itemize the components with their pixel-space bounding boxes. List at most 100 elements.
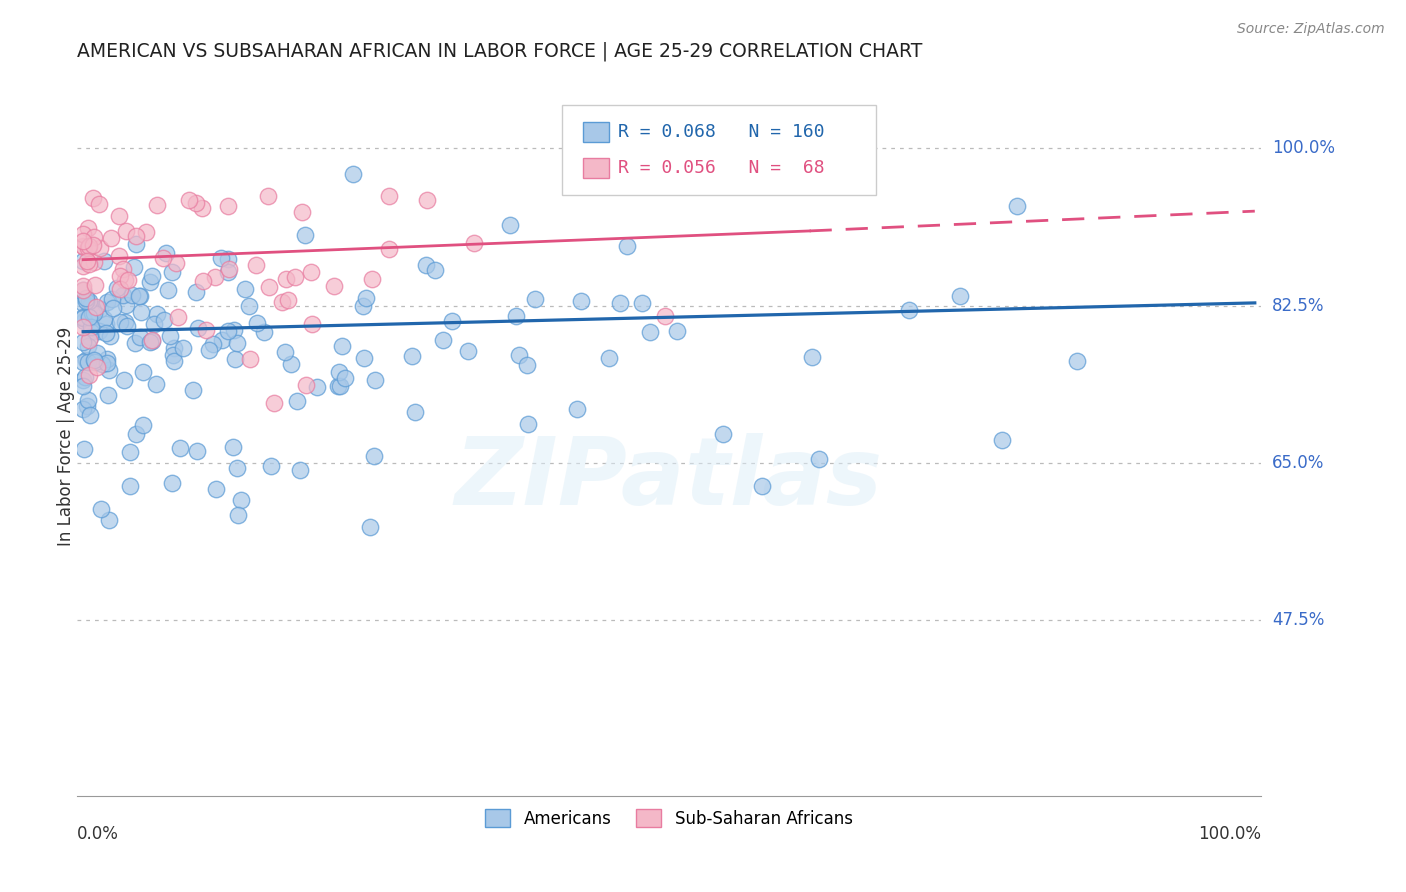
Point xyxy=(209,252,232,266)
Point xyxy=(100,329,122,343)
Point xyxy=(73,240,96,254)
Point xyxy=(97,388,120,402)
Point xyxy=(654,309,676,323)
Point xyxy=(291,205,314,219)
Point xyxy=(77,368,100,382)
Point xyxy=(432,333,454,347)
Point xyxy=(115,319,138,334)
Point xyxy=(90,502,112,516)
Point xyxy=(83,277,105,292)
Point xyxy=(342,167,364,181)
Point xyxy=(141,269,163,284)
Point xyxy=(162,348,184,362)
Point xyxy=(129,304,152,318)
Point xyxy=(162,476,184,491)
Point xyxy=(72,379,94,393)
Point xyxy=(440,313,463,327)
Point xyxy=(108,315,131,329)
Point xyxy=(354,291,377,305)
Point xyxy=(423,263,446,277)
Point xyxy=(638,325,661,339)
Point xyxy=(115,224,138,238)
Point xyxy=(181,383,204,397)
Point xyxy=(363,373,385,387)
Point xyxy=(328,378,350,392)
Point xyxy=(96,295,118,310)
Point xyxy=(167,310,190,325)
Point xyxy=(72,239,94,253)
Point xyxy=(631,296,654,310)
Point xyxy=(225,336,247,351)
Point xyxy=(195,323,218,337)
Point xyxy=(77,257,100,271)
Point xyxy=(129,289,152,303)
Point xyxy=(808,452,831,467)
Point xyxy=(80,326,103,340)
Point xyxy=(76,400,98,414)
Point xyxy=(77,241,100,255)
Point xyxy=(146,307,169,321)
Point xyxy=(72,234,94,248)
Point xyxy=(101,301,124,315)
Point xyxy=(79,330,101,344)
Point xyxy=(89,241,111,255)
Legend: Americans, Sub-Saharan Africans: Americans, Sub-Saharan Africans xyxy=(478,803,859,834)
Point xyxy=(295,377,318,392)
Point xyxy=(135,225,157,239)
Point xyxy=(665,324,688,338)
Point xyxy=(124,427,146,442)
Point xyxy=(108,282,131,296)
Point xyxy=(257,279,280,293)
Point xyxy=(72,354,94,368)
Point xyxy=(378,242,401,256)
Point xyxy=(225,460,247,475)
Point xyxy=(143,317,166,331)
Point xyxy=(157,283,180,297)
Point xyxy=(160,265,183,279)
Point xyxy=(159,328,181,343)
Point xyxy=(245,258,267,272)
Point xyxy=(100,231,122,245)
Point xyxy=(77,239,100,253)
Point xyxy=(72,296,94,310)
Point xyxy=(94,326,117,341)
Point xyxy=(949,289,972,303)
Point xyxy=(76,338,98,352)
Point xyxy=(301,318,323,332)
Point xyxy=(516,358,538,372)
Point xyxy=(217,265,239,279)
Point xyxy=(83,352,105,367)
Point xyxy=(77,220,100,235)
Point xyxy=(72,284,94,298)
Text: 47.5%: 47.5% xyxy=(1272,611,1324,630)
Point xyxy=(72,278,94,293)
Point xyxy=(333,370,356,384)
Point xyxy=(165,256,187,270)
Point xyxy=(96,317,118,331)
Point xyxy=(609,296,631,310)
Point xyxy=(201,337,224,351)
Point xyxy=(517,417,540,432)
Point xyxy=(415,259,437,273)
Point xyxy=(72,310,94,324)
Point xyxy=(328,365,350,379)
Y-axis label: In Labor Force | Age 25-29: In Labor Force | Age 25-29 xyxy=(58,326,75,546)
Point xyxy=(169,441,191,455)
Point xyxy=(75,292,97,306)
Point xyxy=(79,409,101,423)
Point xyxy=(257,189,280,203)
Point xyxy=(145,376,167,391)
Point xyxy=(645,167,668,181)
Point xyxy=(84,300,107,314)
Point xyxy=(77,355,100,369)
Point xyxy=(498,218,520,232)
Point xyxy=(226,508,249,522)
Point xyxy=(75,293,97,308)
Point xyxy=(233,282,256,296)
Point xyxy=(284,270,307,285)
Point xyxy=(163,353,186,368)
Point xyxy=(239,351,262,366)
Point xyxy=(96,356,118,370)
Point xyxy=(120,479,142,493)
Point xyxy=(76,254,98,268)
